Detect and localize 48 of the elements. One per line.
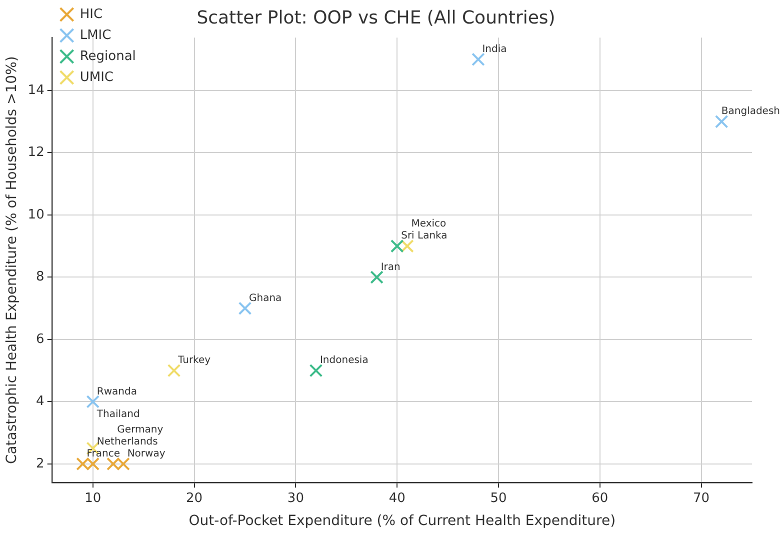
annotation: France xyxy=(86,448,120,460)
y-tick-label: 4 xyxy=(36,394,44,410)
x-tick-label: 70 xyxy=(693,490,710,506)
legend-label: LMIC xyxy=(80,28,112,43)
annotation: Netherlands xyxy=(96,436,158,448)
point xyxy=(86,457,100,471)
point xyxy=(167,364,181,378)
annotation: Turkey xyxy=(177,355,211,366)
annotation: Mexico xyxy=(411,218,446,230)
legend-label: HIC xyxy=(80,6,103,22)
y-tick-label: 12 xyxy=(28,145,44,160)
x-tick-label: 50 xyxy=(490,490,507,506)
x-axis-title: Out-of-Pocket Expenditure (% of Current Health Expenditure) xyxy=(188,513,616,530)
point xyxy=(400,239,414,253)
y-tick-label: 8 xyxy=(36,270,44,285)
point xyxy=(238,302,252,315)
y-tick-label: 2 xyxy=(36,456,44,472)
x-tick-label: 20 xyxy=(186,490,203,506)
point xyxy=(472,52,485,66)
y-axis-title: Catastrophic Health Expenditure (% of Households >10%) xyxy=(4,56,20,464)
annotation: Germany xyxy=(117,424,164,436)
point xyxy=(309,364,323,378)
annotation: Sri Lanka xyxy=(401,230,448,242)
annotation: India xyxy=(482,44,507,55)
annotation: Ghana xyxy=(249,292,282,304)
point xyxy=(106,457,120,471)
legend-label: Regional xyxy=(80,48,136,64)
y-tick-label: 14 xyxy=(28,82,44,98)
point xyxy=(390,239,404,253)
annotation: Iran xyxy=(380,262,400,273)
x-tick-label: 30 xyxy=(287,490,304,506)
y-tick-label: 6 xyxy=(36,332,44,347)
y-tick-label: 10 xyxy=(28,207,44,222)
annotation: Bangladesh xyxy=(721,106,780,118)
point xyxy=(714,114,728,128)
annotation: Norway xyxy=(127,448,166,460)
annotation: Indonesia xyxy=(320,355,368,366)
legend-label: UMIC xyxy=(80,70,114,85)
point xyxy=(370,270,384,284)
x-tick-label: 60 xyxy=(592,490,608,506)
annotation: Thailand xyxy=(96,408,140,420)
point xyxy=(76,457,90,471)
annotation: Rwanda xyxy=(96,386,137,398)
point xyxy=(86,395,100,408)
point xyxy=(116,457,130,471)
x-tick-label: 40 xyxy=(388,490,406,506)
chart-title: Scatter Plot: OOP vs CHE (All Countries) xyxy=(196,7,556,28)
x-tick-label: 10 xyxy=(84,490,102,506)
